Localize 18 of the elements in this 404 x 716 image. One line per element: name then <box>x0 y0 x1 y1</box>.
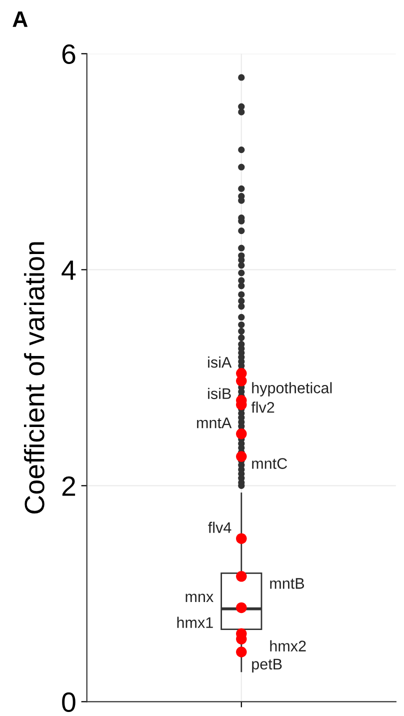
y-axis-title: Coefficient of variation <box>24 242 44 514</box>
data-label: mntA <box>197 418 232 428</box>
data-label: mnx <box>186 594 214 602</box>
data-label: petB <box>252 658 282 673</box>
data-label: isiB <box>208 388 231 400</box>
y-tick-label: 0 <box>62 692 76 712</box>
y-tick-label: 6 <box>62 44 76 64</box>
data-label: mntB <box>270 578 304 589</box>
chart-title: A <box>12 12 28 27</box>
y-tick-label: 2 <box>62 476 76 496</box>
data-label: flv2 <box>251 402 274 413</box>
data-label: hmx1 <box>177 616 213 628</box>
data-label: isiA <box>208 356 232 368</box>
data-label: flv4 <box>208 522 232 533</box>
data-label: mntC <box>252 458 288 469</box>
data-label: hmx2 <box>270 640 306 652</box>
data-label: hypothetical <box>252 382 332 396</box>
y-tick-label: 4 <box>62 260 76 280</box>
